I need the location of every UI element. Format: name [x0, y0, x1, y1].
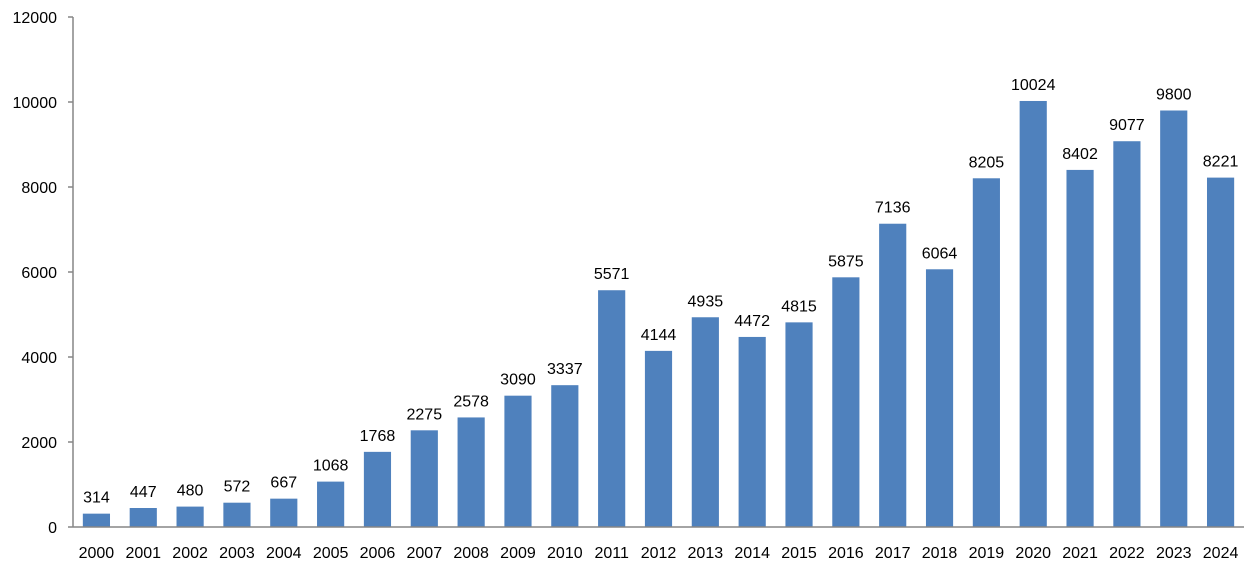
x-tick-label-2001: 2001 — [125, 545, 161, 562]
x-tick-label-2000: 2000 — [79, 545, 115, 562]
x-tick-label-2022: 2022 — [1109, 545, 1145, 562]
x-tick-label-2003: 2003 — [219, 545, 255, 562]
x-tick-label-2015: 2015 — [781, 545, 817, 562]
data-label-2014: 4472 — [734, 313, 770, 330]
x-tick-label-2017: 2017 — [875, 545, 911, 562]
bar-2010 — [551, 385, 579, 527]
bar-2011 — [598, 290, 626, 527]
data-label-2008: 2578 — [453, 393, 489, 410]
y-tick-label: 12000 — [13, 10, 58, 27]
x-tick-label-2020: 2020 — [1015, 545, 1051, 562]
x-tick-label-2012: 2012 — [641, 545, 677, 562]
bar-2022 — [1113, 141, 1141, 528]
data-label-2010: 3337 — [547, 361, 583, 378]
data-label-2012: 4144 — [641, 327, 677, 344]
data-label-2007: 2275 — [407, 406, 443, 423]
bar-2018 — [925, 269, 954, 527]
x-tick-label-2016: 2016 — [828, 545, 864, 562]
data-label-2022: 9077 — [1109, 117, 1145, 134]
bar-2009 — [504, 395, 532, 527]
data-label-2002: 480 — [177, 483, 204, 500]
data-label-2018: 6064 — [922, 245, 958, 262]
bar-2006 — [363, 451, 392, 527]
x-axis-ticks: 2000 2001 2002 2003 2004 2005 2006 2007 2008 2009… — [79, 545, 1239, 562]
y-tick-label: 10000 — [13, 95, 58, 112]
y-tick-label: 0 — [48, 520, 57, 537]
x-tick-label-2019: 2019 — [969, 545, 1005, 562]
y-tick-label: 4000 — [21, 350, 57, 367]
x-tick-label-2018: 2018 — [922, 545, 958, 562]
x-tick-label-2010: 2010 — [547, 545, 583, 562]
data-label-2017: 7136 — [875, 200, 911, 217]
x-tick-label-2004: 2004 — [266, 545, 302, 562]
data-labels-group: 314 447 480 572 667 1068 1768 2275 2578 3090 3337 5… — [83, 77, 1238, 507]
bar-2023 — [1160, 110, 1188, 527]
bar-2019 — [972, 178, 1000, 527]
x-tick-label-2024: 2024 — [1203, 545, 1239, 562]
bar-2001 — [129, 508, 157, 527]
data-label-2016: 5875 — [828, 253, 864, 270]
bar-2000 — [82, 513, 111, 527]
y-tick-label: 8000 — [21, 180, 57, 197]
data-label-2004: 667 — [270, 475, 297, 492]
data-label-2020: 10024 — [1011, 77, 1056, 94]
x-tick-label-2011: 2011 — [594, 545, 629, 562]
bar-2003 — [223, 502, 251, 527]
y-tick-label: 2000 — [21, 435, 57, 452]
bar-2014 — [738, 336, 766, 527]
data-label-2000: 314 — [83, 490, 110, 507]
x-tick-label-2006: 2006 — [360, 545, 396, 562]
bar-2021 — [1066, 169, 1094, 528]
x-tick-label-2023: 2023 — [1156, 545, 1192, 562]
x-tick-label-2008: 2008 — [453, 545, 489, 562]
bar-2004 — [270, 498, 298, 527]
bar-2012 — [644, 350, 673, 527]
data-label-2024: 8221 — [1203, 154, 1239, 171]
x-tick-label-2014: 2014 — [734, 545, 770, 562]
data-label-2009: 3090 — [500, 372, 536, 389]
bar-2005 — [317, 481, 345, 527]
x-tick-label-2021: 2021 — [1062, 545, 1098, 562]
data-label-2001: 447 — [130, 484, 157, 501]
x-tick-label-2007: 2007 — [407, 545, 443, 562]
bar-2017 — [879, 223, 907, 527]
data-label-2005: 1068 — [313, 458, 349, 475]
data-label-2013: 4935 — [688, 293, 724, 310]
data-label-2011: 5571 — [594, 266, 630, 283]
x-tick-label-2002: 2002 — [172, 545, 208, 562]
bar-2008 — [457, 417, 485, 527]
data-label-2021: 8402 — [1062, 146, 1098, 163]
y-tick-label: 6000 — [21, 265, 57, 282]
bar-2015 — [785, 322, 813, 527]
y-axis-ticks: 0 2000 4000 6000 8000 10000 12000 — [13, 10, 73, 537]
data-label-2019: 8205 — [969, 154, 1005, 171]
x-tick-label-2013: 2013 — [688, 545, 724, 562]
bars-group — [82, 100, 1235, 528]
x-tick-label-2005: 2005 — [313, 545, 349, 562]
bar-2013 — [691, 317, 719, 527]
data-label-2015: 4815 — [781, 298, 817, 315]
bar-2002 — [176, 506, 204, 527]
bar-2016 — [832, 277, 860, 527]
bar-2024 — [1206, 177, 1235, 528]
x-tick-label-2009: 2009 — [500, 545, 536, 562]
bar-2007 — [410, 430, 438, 527]
data-label-2023: 9800 — [1156, 87, 1192, 104]
data-label-2003: 572 — [224, 479, 251, 496]
bar-2020 — [1019, 100, 1047, 527]
data-label-2006: 1768 — [360, 428, 396, 445]
